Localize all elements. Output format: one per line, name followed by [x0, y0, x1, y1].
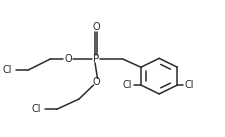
Text: O: O [92, 77, 100, 87]
Text: O: O [92, 22, 100, 32]
Text: Cl: Cl [184, 80, 194, 90]
Text: Cl: Cl [2, 65, 12, 75]
Text: P: P [93, 54, 99, 64]
Text: Cl: Cl [122, 80, 132, 90]
Text: Cl: Cl [32, 104, 41, 114]
Text: O: O [64, 54, 72, 64]
